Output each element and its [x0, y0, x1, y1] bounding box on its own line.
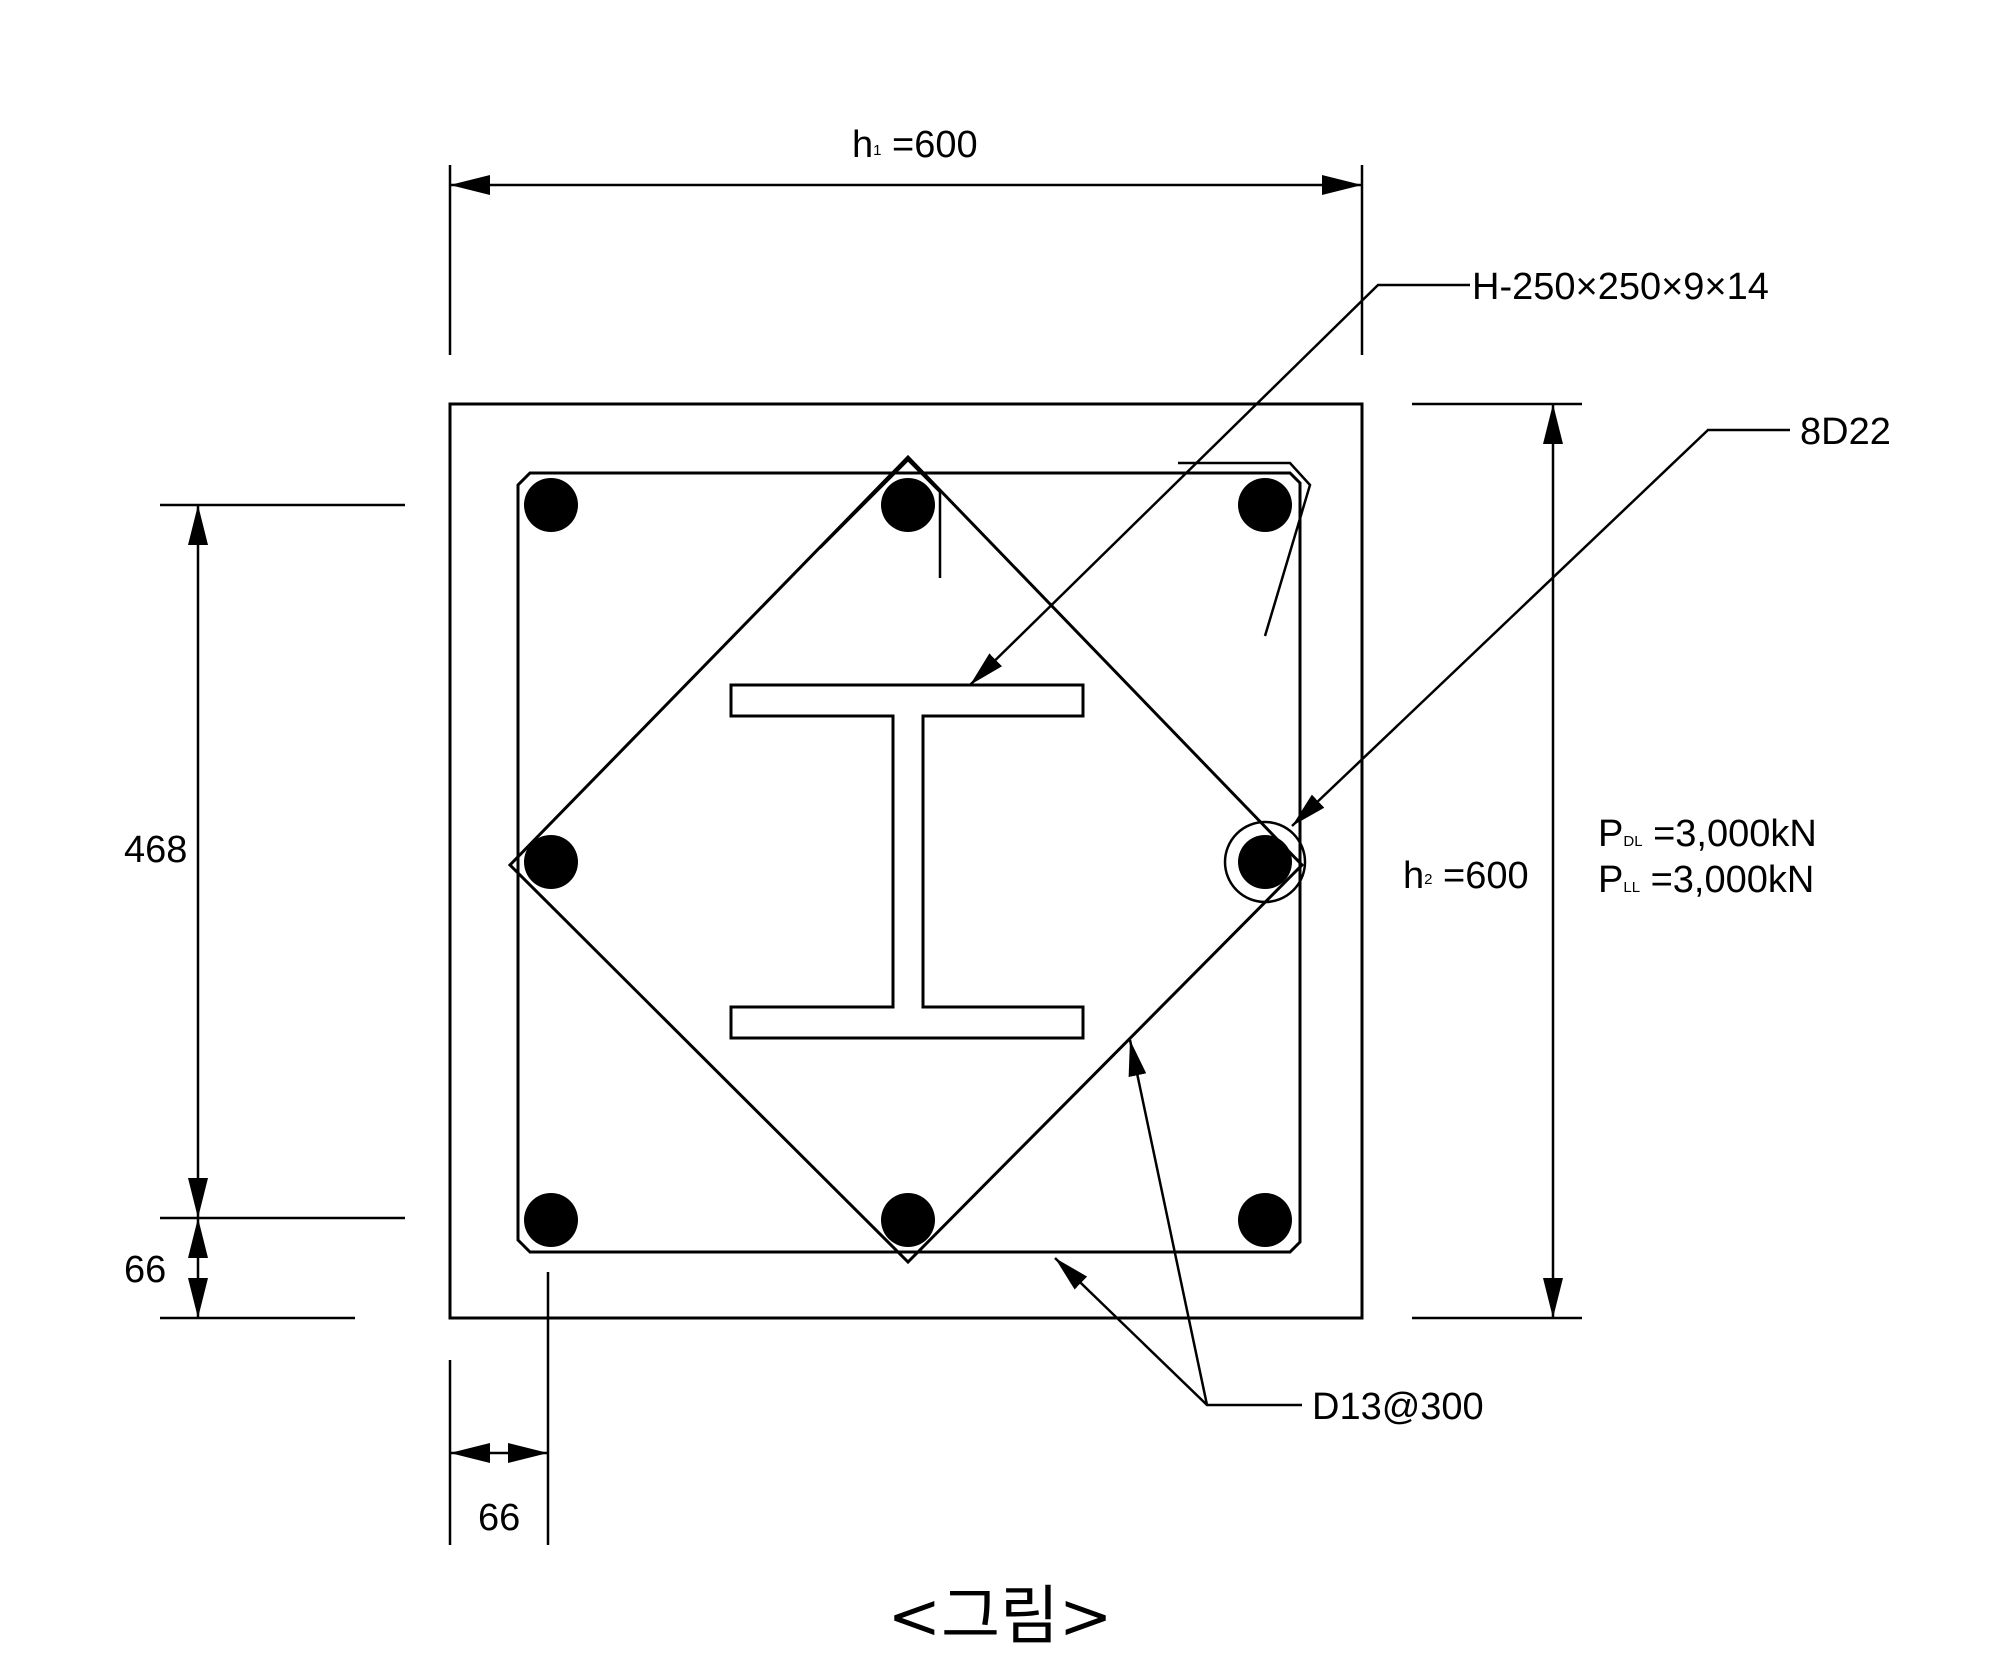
dim-h1-label: h1 =600 — [852, 124, 978, 166]
rebar-bottom-center — [881, 1193, 935, 1247]
dim-h2-label: h2 =600 — [1403, 855, 1529, 897]
rebar-bottom-right — [1238, 1193, 1292, 1247]
label-h-section: H-250×250×9×14 — [1472, 266, 1769, 308]
load-ll: PLL =3,000kN — [1598, 859, 1814, 901]
dim-468-label: 468 — [124, 829, 187, 871]
rebar-bottom-left — [524, 1193, 578, 1247]
rebar-highlight-ring — [1223, 820, 1307, 904]
rebar-top-center — [881, 478, 935, 532]
dim-66v-label: 66 — [124, 1249, 166, 1291]
leader-h-section — [969, 283, 1470, 686]
rebar-mid-left — [524, 835, 578, 889]
concrete-outline — [448, 402, 1364, 1320]
dim-66h-label: 66 — [478, 1497, 520, 1539]
rebar-top-left — [524, 478, 578, 532]
diamond-hook — [819, 458, 942, 578]
rebar-mid-right — [1238, 835, 1292, 889]
tie-hook-top — [1178, 461, 1312, 637]
leader-8d22 — [1291, 428, 1790, 827]
label-d13: D13@300 — [1312, 1386, 1484, 1428]
label-8d22: 8D22 — [1800, 411, 1891, 453]
leader-d13-a — [1054, 1257, 1302, 1407]
figure-caption: <그림> — [887, 1580, 1112, 1654]
rebar-top-right — [1238, 478, 1292, 532]
h-steel-section — [729, 683, 1085, 1040]
load-dl: PDL =3,000kN — [1598, 813, 1817, 855]
leader-d13-b — [1128, 1039, 1209, 1406]
diamond-tie — [507, 454, 1305, 1265]
rectangular-tie — [516, 471, 1302, 1254]
